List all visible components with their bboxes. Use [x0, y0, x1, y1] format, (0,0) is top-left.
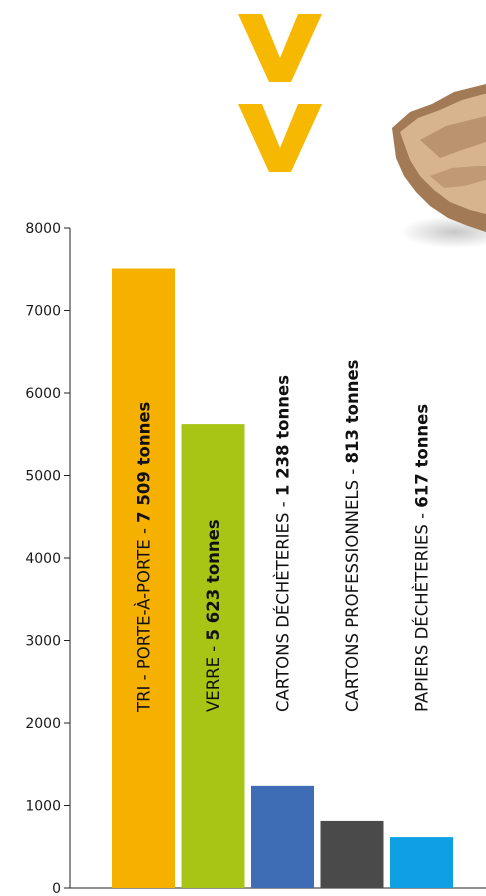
- torn-cardboard-image: [392, 84, 486, 248]
- bar-label-category: CARTONS PROFESSIONNELS -: [343, 463, 362, 712]
- bar-label: CARTONS DÉCHÈTERIES - 1 238 tonnes: [274, 375, 293, 712]
- y-tick-label: 1000: [25, 799, 61, 815]
- y-tick-label: 5000: [25, 469, 61, 485]
- bar-label-value: 617 tonnes: [413, 404, 432, 508]
- bar-label: PAPIERS DÉCHÈTERIES - 617 tonnes: [413, 404, 432, 712]
- bar-label-category: PAPIERS DÉCHÈTERIES -: [413, 508, 432, 712]
- y-tick-label: 4000: [25, 551, 61, 567]
- y-tick-label: 7000: [25, 304, 61, 320]
- bar-label-value: 7 509 tonnes: [135, 401, 154, 522]
- y-axis: 0 1000 2000 3000 4000 5000 6000 7000 8000: [25, 221, 486, 896]
- y-tick-label: 3000: [25, 634, 61, 650]
- bar-label-category: VERRE -: [204, 640, 223, 712]
- bar-label: TRI - PORTE-À-PORTE - 7 509 tonnes: [135, 401, 154, 713]
- y-tick-label: 0: [52, 881, 61, 896]
- bar-label-value: 5 623 tonnes: [204, 519, 223, 640]
- chevron-top: [238, 14, 322, 82]
- bar: [112, 268, 175, 888]
- bar: [181, 424, 245, 888]
- chevron-bottom: [238, 104, 322, 172]
- bars: TRI - PORTE-À-PORTE - 7 509 tonnes VERRE …: [112, 268, 453, 888]
- bar: [251, 785, 314, 888]
- bar-label-value: 813 tonnes: [343, 359, 362, 463]
- bar-label: VERRE - 5 623 tonnes: [204, 519, 223, 712]
- double-chevron-down-icon: [238, 14, 322, 172]
- bar-label-category: TRI - PORTE-À-PORTE -: [135, 523, 154, 713]
- bar-label-category: CARTONS DÉCHÈTERIES -: [274, 496, 293, 712]
- bar-label-value: 1 238 tonnes: [274, 375, 293, 496]
- y-tick-label: 8000: [25, 221, 61, 237]
- bar: [320, 820, 384, 888]
- y-tick-label: 2000: [25, 716, 61, 732]
- bar-label: CARTONS PROFESSIONNELS - 813 tonnes: [343, 359, 362, 712]
- y-tick-label: 6000: [25, 386, 61, 402]
- bar: [390, 837, 453, 888]
